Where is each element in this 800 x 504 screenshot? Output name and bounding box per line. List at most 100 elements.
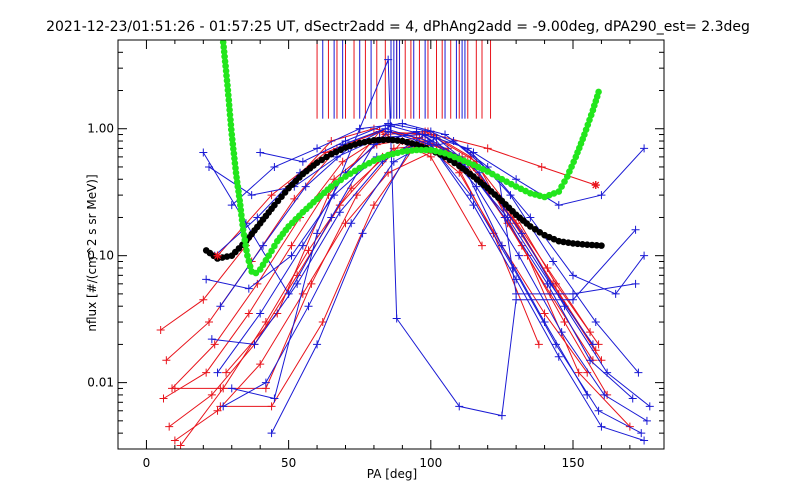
data-point — [358, 229, 367, 238]
data-point — [270, 162, 279, 171]
data-point — [597, 191, 606, 200]
fit-curve-point — [265, 252, 273, 259]
data-point — [628, 394, 637, 403]
fit-curve-point — [370, 137, 378, 144]
fit-curve-point — [223, 77, 231, 84]
data-point — [298, 157, 307, 166]
fit-curve-point — [588, 241, 596, 249]
data-point — [586, 328, 595, 337]
data-point — [259, 241, 268, 250]
data-point — [213, 406, 222, 415]
series-line — [222, 137, 651, 407]
series-line — [217, 131, 645, 441]
data-point — [514, 251, 523, 260]
data-point — [170, 384, 179, 393]
axes: 0 50 100 150 0.01 0.10 1.00 — [87, 39, 664, 470]
data-point — [256, 309, 265, 318]
data-point — [569, 271, 577, 280]
data-point — [543, 279, 552, 288]
data-point — [176, 441, 185, 449]
fit-curve-point — [224, 82, 231, 89]
fit-curve-point — [243, 247, 250, 254]
data-point — [384, 119, 393, 128]
data-point — [199, 148, 208, 157]
fit-curve-point — [231, 159, 239, 167]
data-point — [534, 340, 543, 349]
data-point — [250, 340, 259, 349]
data-point — [355, 124, 364, 133]
data-point — [247, 191, 256, 200]
data-point — [637, 429, 646, 438]
data-point — [640, 251, 649, 260]
data-point — [256, 360, 265, 369]
data-point — [472, 182, 481, 191]
data-point — [347, 219, 356, 228]
data-point — [588, 340, 597, 349]
data-point — [270, 394, 279, 403]
fit-curve-point — [242, 242, 249, 249]
data-point — [426, 152, 435, 161]
fit-curve-point — [418, 146, 425, 154]
fit-curve-point — [328, 183, 335, 190]
data-point — [540, 309, 549, 318]
data-point — [631, 225, 640, 234]
data-point — [549, 257, 558, 266]
series-line — [211, 133, 639, 373]
fit-curve-point — [241, 236, 249, 244]
data-point — [287, 251, 296, 260]
data-point — [611, 289, 620, 298]
data-point — [560, 302, 569, 311]
data-point — [207, 335, 216, 344]
data-point — [227, 201, 236, 210]
series-line — [217, 131, 596, 257]
data-point — [603, 368, 612, 377]
data-point — [261, 378, 270, 387]
data-point — [298, 241, 307, 250]
data-point — [205, 318, 213, 327]
data-point — [369, 201, 378, 210]
series-line — [180, 144, 608, 446]
data-point — [466, 191, 475, 200]
data-point — [313, 340, 322, 349]
data-point — [313, 144, 322, 153]
data-point — [600, 390, 609, 399]
fit-curve-point — [229, 136, 236, 143]
series-line — [260, 122, 645, 206]
series-line — [271, 140, 636, 434]
fit-curve-point — [222, 62, 229, 70]
data-point — [469, 148, 478, 157]
data-point — [256, 148, 265, 157]
y-tick-label: 0.10 — [87, 249, 114, 263]
fit-curve-point — [561, 178, 568, 185]
data-point — [645, 402, 654, 411]
fit-curve-point — [346, 170, 354, 177]
data-point — [551, 340, 560, 349]
data-point — [338, 157, 347, 166]
star-marker — [213, 251, 222, 260]
data-point — [449, 137, 458, 146]
data-point — [267, 191, 276, 200]
fit-curve-point — [238, 211, 245, 219]
fit-curve-point — [228, 126, 235, 133]
fit-curve-point — [394, 137, 401, 144]
fit-curve-point — [223, 72, 230, 79]
data-point — [304, 302, 313, 311]
data-point — [298, 289, 307, 298]
fit-curve-point — [380, 136, 387, 144]
data-point — [335, 208, 344, 217]
data-point — [574, 368, 583, 377]
fit-curve-point — [225, 101, 233, 109]
data-point — [506, 191, 515, 200]
data-point — [267, 429, 276, 438]
fit-curve-point — [230, 150, 238, 157]
data-point — [199, 295, 208, 304]
fit-curve-point — [422, 146, 430, 154]
data-point — [244, 309, 253, 318]
data-point — [384, 55, 393, 64]
data-point — [517, 229, 526, 238]
fit-curve-point — [413, 146, 420, 154]
fit-curve-point — [226, 111, 234, 119]
fit-curve-point — [593, 242, 600, 249]
data-point — [640, 144, 649, 153]
